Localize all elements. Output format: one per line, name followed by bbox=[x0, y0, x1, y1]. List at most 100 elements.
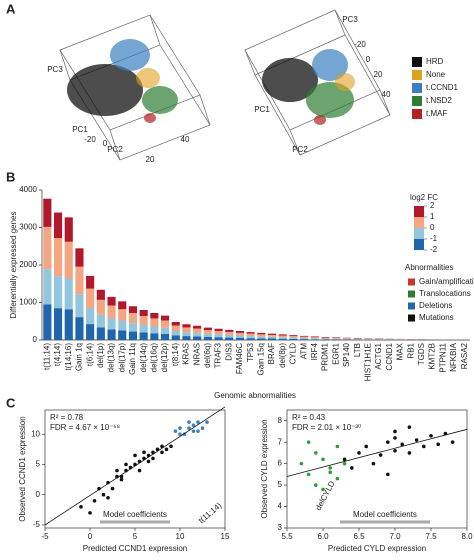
point bbox=[386, 440, 390, 444]
bar-segment bbox=[43, 226, 52, 270]
point bbox=[314, 451, 318, 455]
colorbar-tick-label: 1 bbox=[430, 212, 435, 221]
x-tick-label: SP140 bbox=[342, 342, 351, 367]
point bbox=[169, 444, 173, 449]
y-axis-title: Observed CCND1 expression bbox=[18, 416, 27, 521]
point bbox=[400, 442, 405, 447]
bar-segment bbox=[246, 336, 255, 339]
tick-label: 40 bbox=[181, 135, 190, 144]
point bbox=[429, 433, 433, 438]
x-tick-label: CYLD bbox=[289, 343, 298, 365]
x-tick-label: del(17p) bbox=[117, 343, 126, 373]
tick-label: 40 bbox=[382, 90, 391, 99]
point bbox=[191, 429, 196, 433]
bar-segment bbox=[118, 309, 127, 321]
x-tick-label: del(16q) bbox=[149, 343, 158, 373]
annotation: t(11;14) bbox=[197, 501, 224, 525]
legend-label: Gain/amplification bbox=[419, 277, 474, 286]
x-tick-label: t(4;14) bbox=[53, 343, 62, 366]
colorbar-tick-label: 2 bbox=[430, 201, 435, 210]
legend-swatch bbox=[412, 96, 422, 106]
y-tick-label: 3000 bbox=[19, 223, 37, 232]
bar-segment bbox=[214, 334, 223, 338]
point bbox=[328, 470, 333, 475]
y-tick-label: 4000 bbox=[19, 185, 37, 194]
bar-segment bbox=[214, 328, 223, 331]
y-tick-label: 1000 bbox=[19, 298, 37, 307]
x-axis-title: Genomic abnormalities bbox=[214, 391, 296, 400]
point bbox=[187, 426, 191, 430]
y-axis-title: Differentially expressed genes bbox=[9, 211, 18, 318]
point bbox=[119, 477, 124, 482]
x-tick-label: ATM bbox=[299, 343, 308, 360]
bar-segment bbox=[150, 318, 159, 327]
x-tick-label: 15 bbox=[221, 532, 230, 541]
bar-segment bbox=[321, 339, 330, 340]
bar-segment bbox=[235, 337, 245, 340]
bar-segment bbox=[171, 331, 180, 336]
bar-segment bbox=[193, 325, 202, 329]
bar-segment bbox=[139, 310, 148, 316]
legend-swatch bbox=[408, 314, 415, 322]
bar-segment bbox=[118, 330, 127, 340]
x-tick-label: KMT2B bbox=[428, 343, 437, 370]
legend-label: Translocations bbox=[419, 289, 471, 298]
bar-segment bbox=[107, 329, 116, 340]
bar-segment bbox=[235, 332, 245, 336]
bar-segment bbox=[86, 307, 95, 325]
bar-segment bbox=[139, 316, 148, 325]
point bbox=[342, 457, 347, 462]
point bbox=[414, 438, 419, 442]
point bbox=[371, 461, 376, 466]
bar-segment bbox=[257, 334, 266, 337]
bar-segment bbox=[203, 333, 212, 337]
bar-segment bbox=[225, 331, 234, 335]
y-tick-label: 8 bbox=[278, 416, 283, 425]
bar-segment bbox=[128, 306, 138, 313]
bar-segment bbox=[86, 324, 95, 340]
point bbox=[164, 447, 169, 452]
colorbar-title: log2 FC bbox=[410, 193, 438, 202]
point bbox=[173, 429, 178, 433]
x-tick-label: t(11;14) bbox=[42, 343, 51, 370]
point bbox=[92, 498, 97, 503]
bar-segment bbox=[160, 315, 170, 321]
bar-segment bbox=[203, 327, 212, 331]
point bbox=[386, 472, 390, 477]
point bbox=[133, 453, 137, 458]
point bbox=[124, 462, 128, 467]
tick-label: 0 bbox=[366, 55, 371, 64]
x-tick-label: 8.0 bbox=[461, 532, 473, 541]
point bbox=[306, 472, 311, 477]
bar-segment bbox=[257, 336, 266, 339]
bar-segment bbox=[267, 333, 277, 335]
bar-segment bbox=[321, 338, 330, 340]
bar-segment bbox=[257, 338, 266, 340]
colorbar-cell bbox=[414, 217, 424, 228]
point bbox=[191, 423, 196, 427]
legend-swatch bbox=[412, 109, 422, 119]
point bbox=[314, 483, 318, 487]
bar-segment bbox=[64, 309, 73, 340]
stat-label: FDR = 2.01 × 10⁻³⁰ bbox=[292, 423, 361, 432]
x-tick-label: 10 bbox=[176, 532, 185, 541]
trend-line bbox=[286, 428, 468, 477]
bar-segment bbox=[43, 269, 52, 305]
point bbox=[393, 448, 397, 453]
point bbox=[187, 420, 191, 424]
point bbox=[110, 486, 115, 491]
bar-segment bbox=[53, 308, 63, 340]
bar-segment bbox=[246, 332, 255, 334]
x-tick-label: TGDS bbox=[417, 343, 426, 365]
bar-segment bbox=[289, 336, 298, 338]
bar-segment bbox=[150, 313, 159, 319]
bar-segment bbox=[75, 294, 84, 318]
point bbox=[97, 486, 101, 491]
x-axis-title: Predicted CCND1 expression bbox=[83, 544, 188, 553]
bar-segment bbox=[150, 333, 159, 340]
bar-segment bbox=[278, 334, 287, 336]
bar-segment bbox=[53, 238, 63, 277]
point bbox=[422, 444, 426, 449]
bar-segment bbox=[246, 338, 255, 340]
bar-segment bbox=[139, 332, 148, 340]
